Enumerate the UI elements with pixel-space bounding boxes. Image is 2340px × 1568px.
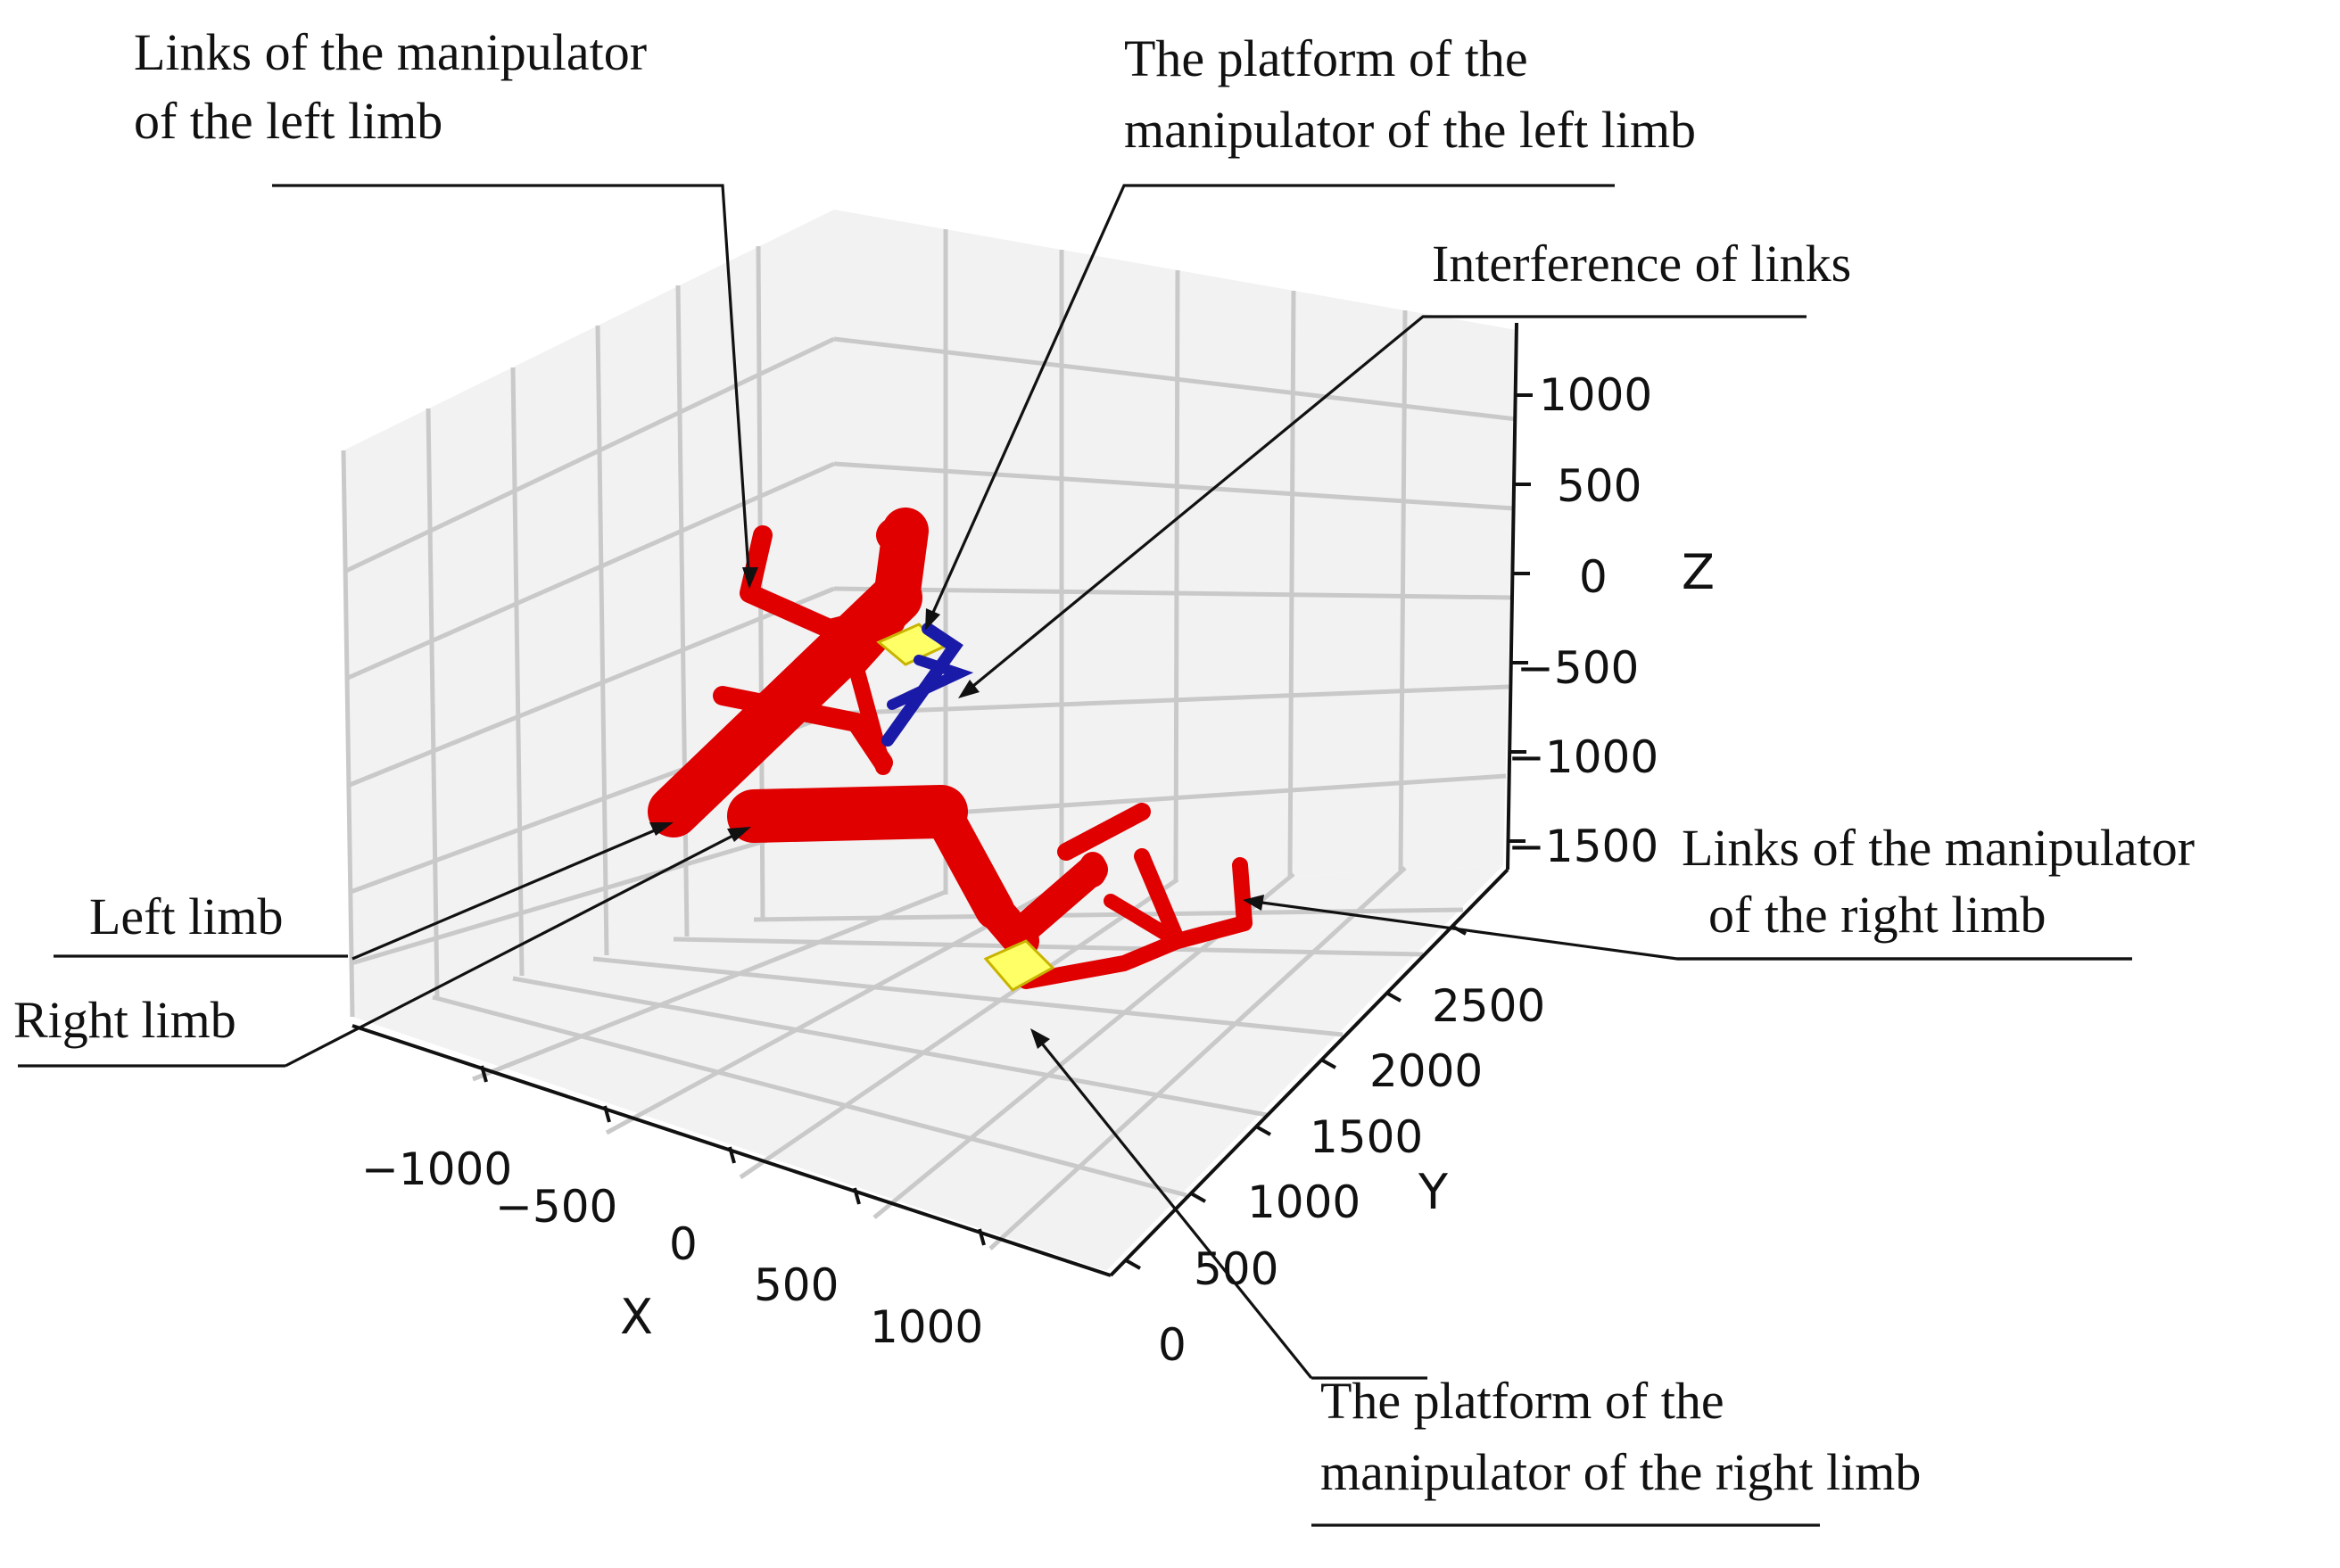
annotation-platform-left-line2: manipulator of the left limb xyxy=(1124,101,1696,159)
z-tick-label: 0 xyxy=(1579,551,1608,603)
annotation-links-right-line2: of the right limb xyxy=(1708,886,2046,944)
y-axis-line xyxy=(1109,868,1509,1277)
annotation-labels: Links of the manipulator of the left lim… xyxy=(13,23,2195,1501)
right-limb-manipulator-links xyxy=(1018,803,1253,989)
svg-text:of the right limb: of the right limb xyxy=(1708,886,2046,944)
z-axis-label: Z xyxy=(1682,544,1715,600)
x-tick-label: 1000 xyxy=(870,1301,983,1353)
z-axis-line xyxy=(1506,322,1518,871)
annotation-right-limb: Right limb xyxy=(13,991,236,1049)
interference-links xyxy=(881,623,974,747)
annotation-platform-left: The platform of the xyxy=(1124,29,1528,87)
y-tick-label: 2500 xyxy=(1432,980,1545,1032)
y-tick-label: 0 xyxy=(1158,1319,1187,1371)
annotation-interference: Interference of links xyxy=(1432,235,1851,293)
x-tick-label: 500 xyxy=(754,1259,839,1311)
annotation-platform-right-line2: manipulator of the right limb xyxy=(1320,1443,1921,1501)
z-tick-label: −1500 xyxy=(1508,821,1658,872)
z-tick-label: −500 xyxy=(1517,642,1639,694)
x-tick-label: 0 xyxy=(669,1218,698,1270)
y-tick-label: 1500 xyxy=(1310,1111,1423,1163)
right-limb-body xyxy=(727,785,1108,959)
annotation-platform-right: The platform of the xyxy=(1320,1372,1724,1430)
annotation-links-left: Links of the manipulator xyxy=(134,23,647,81)
y-tick-label: 2000 xyxy=(1369,1045,1483,1097)
robot-model xyxy=(648,508,1253,992)
x-axis-label: X xyxy=(620,1289,653,1345)
y-axis-label: Y xyxy=(1418,1164,1449,1220)
z-tick-label: −1000 xyxy=(1508,731,1658,783)
annotation-left-limb: Left limb xyxy=(89,887,283,945)
z-tick-label: 1000 xyxy=(1539,369,1652,421)
y-tick-label: 1000 xyxy=(1247,1176,1360,1228)
y-tick-labels: 0 500 1000 1500 2000 2500 xyxy=(1158,980,1545,1371)
left-limb-body xyxy=(648,508,929,838)
svg-text:manipulator of the right limb: manipulator of the right limb xyxy=(1320,1443,1921,1501)
z-tick-label: 500 xyxy=(1557,460,1641,512)
annotation-links-left-line2: of the left limb xyxy=(134,92,442,150)
x-tick-labels: −1000 −500 0 500 1000 xyxy=(361,1143,983,1353)
annotation-links-right: Links of the manipulator xyxy=(1682,819,2195,877)
y-tick-label: 500 xyxy=(1194,1243,1278,1295)
x-tick-label: −1000 xyxy=(361,1143,512,1195)
leader-lines xyxy=(18,184,2132,1380)
right-platform xyxy=(983,939,1055,992)
z-tick-labels: 1000 500 0 −500 −1000 −1500 xyxy=(1508,369,1658,872)
annotation-underlines xyxy=(1311,957,2132,1527)
svg-text:manipulator of the left limb: manipulator of the left limb xyxy=(1124,101,1696,159)
svg-text:of the left limb: of the left limb xyxy=(134,92,442,150)
axis-lines xyxy=(351,322,1533,1277)
x-tick-label: −500 xyxy=(495,1181,617,1233)
